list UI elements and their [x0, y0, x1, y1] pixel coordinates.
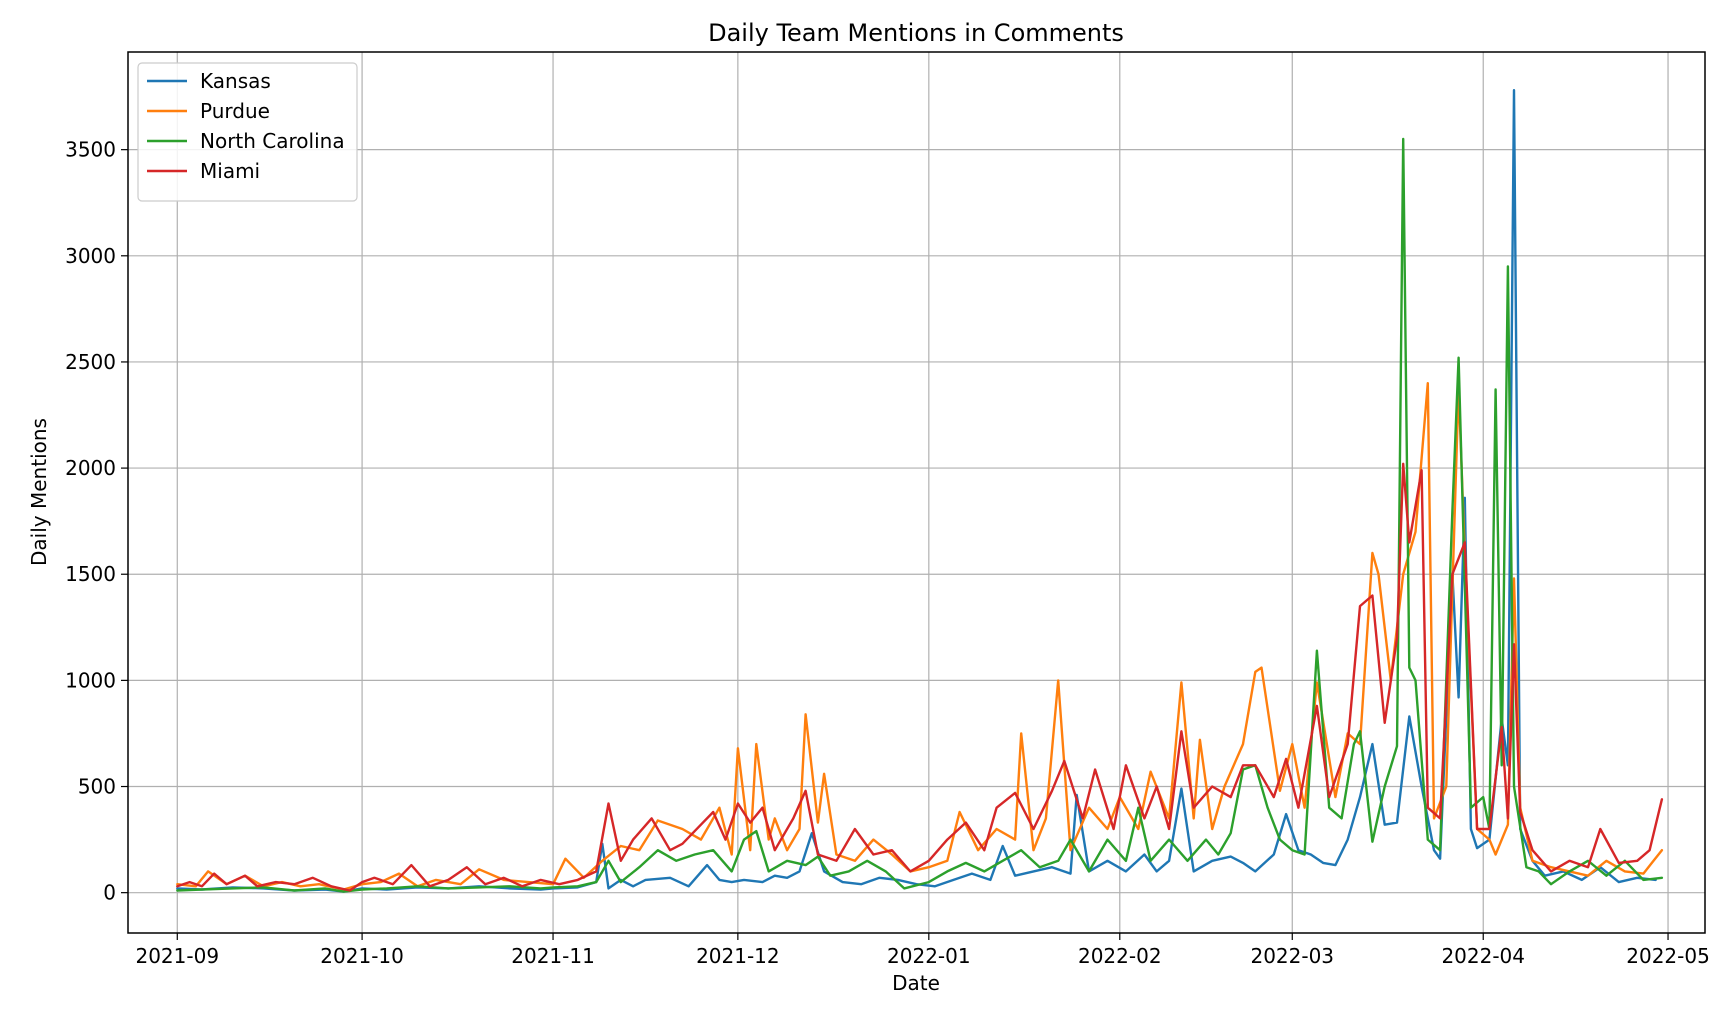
x-tick-label: 2021-09: [135, 944, 219, 968]
y-tick-label: 3500: [65, 138, 116, 162]
y-tick-label: 1500: [65, 562, 116, 586]
y-tick-label: 0: [103, 881, 116, 905]
x-tick-label: 2022-01: [887, 944, 971, 968]
series-line-purdue: [176, 382, 1664, 891]
series-line-miami: [176, 462, 1664, 892]
legend-label: North Carolina: [200, 129, 345, 153]
y-axis-label: Daily Mentions: [27, 418, 51, 566]
grid: [128, 52, 1705, 933]
axis-ticks: 2021-09 2021-10 2021-11 2021-12 2022-01 2022-…: [65, 138, 1710, 968]
y-tick-label: 500: [78, 775, 116, 799]
x-tick-label: 2022-03: [1250, 944, 1334, 968]
y-tick-label: 2500: [65, 350, 116, 374]
series-line-north-carolina: [176, 137, 1664, 893]
legend-label: Miami: [200, 159, 260, 183]
x-tick-label: 2022-05: [1626, 944, 1710, 968]
y-tick-label: 2000: [65, 456, 116, 480]
x-tick-label: 2021-10: [320, 944, 404, 968]
x-tick-label: 2021-11: [511, 944, 595, 968]
x-tick-label: 2022-04: [1441, 944, 1525, 968]
legend-label: Kansas: [200, 69, 271, 93]
x-tick-label: 2022-02: [1078, 944, 1162, 968]
x-axis-label: Date: [892, 971, 940, 995]
plot-frame: [127, 51, 1706, 934]
legend: Kansas Purdue North Carolina Miami: [137, 62, 358, 202]
chart-title: Daily Team Mentions in Comments: [708, 19, 1124, 47]
legend-label: Purdue: [200, 99, 270, 123]
y-tick-label: 3000: [65, 244, 116, 268]
y-tick-label: 1000: [65, 668, 116, 692]
x-tick-label: 2021-12: [696, 944, 780, 968]
legend-box: [137, 62, 358, 202]
series-lines: [176, 88, 1664, 893]
